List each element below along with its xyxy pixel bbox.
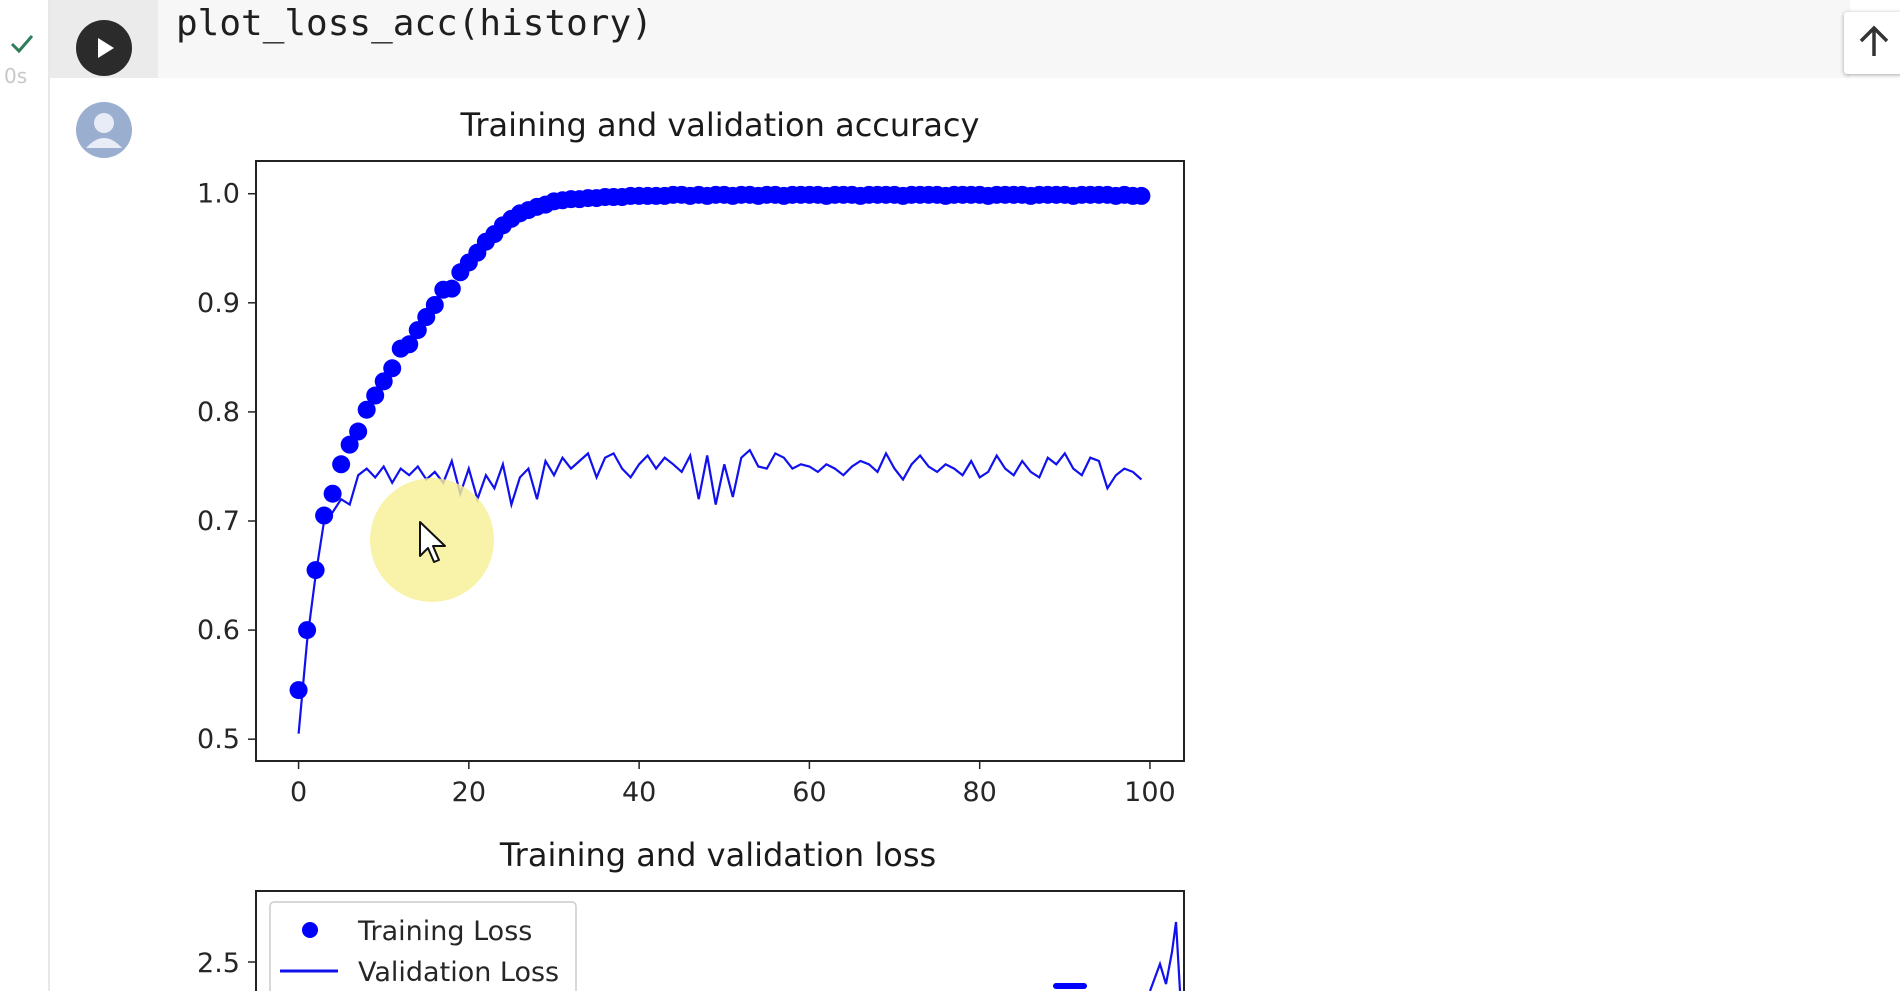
loss-chart-title: Training and validation loss xyxy=(499,836,936,874)
code-editor[interactable]: plot_loss_acc(history) xyxy=(176,3,653,44)
y-tick-label: 0.8 xyxy=(197,397,240,428)
training-accuracy-points xyxy=(289,185,1151,700)
y-tick-label: 0.7 xyxy=(197,506,240,537)
training-accuracy-point xyxy=(425,296,444,314)
validation-accuracy-line xyxy=(297,448,1143,734)
plot-output: Training and validation accuracy 0.50.60… xyxy=(197,106,1185,991)
y-tick-label: 0.5 xyxy=(197,724,240,755)
output-avatar-icon xyxy=(76,102,132,158)
training-accuracy-point xyxy=(349,422,368,441)
x-tick-label: 20 xyxy=(452,777,486,808)
code-cell[interactable] xyxy=(50,0,1850,78)
accuracy-x-axis: 0 20 40 60 80 100 xyxy=(290,761,1176,808)
move-cell-up-button[interactable] xyxy=(1844,12,1900,74)
accuracy-chart-title: Training and validation accuracy xyxy=(460,106,980,144)
y-tick-label: 0.6 xyxy=(197,615,240,646)
training-accuracy-point xyxy=(340,435,359,454)
training-accuracy-point xyxy=(408,321,427,340)
training-accuracy-point xyxy=(1132,186,1151,205)
accuracy-y-axis: 0.5 0.6 0.7 0.8 0.9 1.0 xyxy=(197,179,256,755)
loss-y-tick-label: 2.5 xyxy=(197,948,240,979)
run-cell-button[interactable] xyxy=(76,20,132,76)
x-tick-label: 40 xyxy=(622,777,656,808)
training-accuracy-point xyxy=(323,484,342,503)
y-tick-label: 1.0 xyxy=(197,179,240,210)
training-accuracy-point xyxy=(332,455,351,474)
x-tick-label: 0 xyxy=(290,777,307,808)
legend-box xyxy=(269,901,577,991)
y-tick-label: 0.9 xyxy=(197,288,240,319)
legend-marker-training xyxy=(302,922,318,938)
check-icon xyxy=(10,35,34,54)
training-accuracy-point xyxy=(400,335,419,354)
training-accuracy-point xyxy=(357,400,376,419)
arrow-up-icon xyxy=(1859,25,1889,56)
training-accuracy-point xyxy=(383,359,402,378)
validation-loss-line xyxy=(1148,921,1182,991)
execution-time: 0s xyxy=(4,64,28,88)
training-accuracy-point xyxy=(315,506,334,525)
training-accuracy-point xyxy=(306,561,325,580)
training-accuracy-point xyxy=(442,279,461,298)
cell-status-rail: 0s xyxy=(0,0,50,991)
loss-legend: Training Loss Validation Loss xyxy=(269,901,577,991)
play-icon xyxy=(98,38,114,58)
x-tick-label: 80 xyxy=(962,777,996,808)
legend-label-validation: Validation Loss xyxy=(358,957,559,988)
x-tick-label: 100 xyxy=(1124,777,1176,808)
legend-label-training: Training Loss xyxy=(357,916,532,947)
x-tick-label: 60 xyxy=(792,777,826,808)
training-accuracy-point xyxy=(289,681,308,700)
training-accuracy-point xyxy=(366,386,385,405)
avatar-icon xyxy=(86,113,122,148)
loss-plot-frame xyxy=(255,890,1185,991)
training-accuracy-point xyxy=(298,621,317,640)
training-accuracy-point xyxy=(374,372,393,391)
accuracy-plot-frame xyxy=(255,160,1185,762)
